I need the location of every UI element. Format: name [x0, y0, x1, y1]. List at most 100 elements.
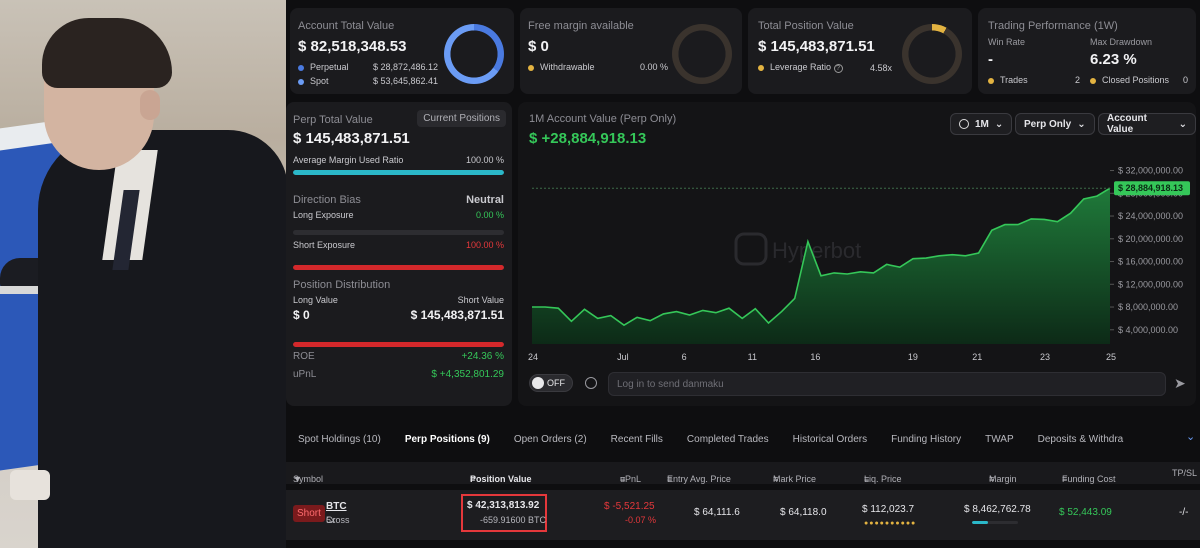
- area-fill: [532, 188, 1110, 344]
- position-value-highlight: [461, 494, 547, 532]
- settings-icon[interactable]: [585, 377, 597, 389]
- watermark-logo-icon: [734, 232, 768, 266]
- bias-label: Direction Bias: [293, 194, 361, 206]
- send-icon[interactable]: ➤: [1174, 375, 1186, 391]
- perp-label: Perpetual: [310, 62, 349, 72]
- distribution-values: $ 0 $ 145,483,871.51: [293, 308, 504, 322]
- tab-open-orders-2[interactable]: Open Orders (2): [513, 433, 587, 445]
- position-size: -659.91600 BTC: [480, 515, 547, 525]
- th-tpsl[interactable]: TP/SL: [1172, 468, 1198, 478]
- danmaku-input[interactable]: Log in to send danmaku: [608, 372, 1166, 396]
- th-liq-label: Liq. Price: [864, 474, 902, 484]
- bias-value: Neutral: [466, 194, 504, 206]
- withdrawable-value: 0.00 %: [639, 62, 668, 72]
- y-tick-label: $ 20,000,000.00: [1118, 234, 1183, 244]
- entry-price-cell: $ 64,111.6: [694, 507, 740, 518]
- tab-twap[interactable]: TWAP: [985, 433, 1014, 445]
- metric-select-value: Account Value: [1107, 113, 1147, 135]
- table-row[interactable]: Short BTC Cross 5x $ 42,313,813.92 -659.…: [286, 490, 1200, 540]
- presenter-photo: [0, 0, 286, 548]
- perp-legend: Perpetual $ 28,872,486.12: [298, 62, 438, 72]
- upnl-row: uPnL $ +4,352,801.29: [293, 369, 504, 380]
- help-icon[interactable]: ?: [833, 64, 843, 73]
- tab-spot-holdings-10[interactable]: Spot Holdings (10): [298, 433, 381, 445]
- perp-value: $ 145,483,871.51: [293, 130, 410, 147]
- danmaku-toggle[interactable]: OFF: [529, 374, 573, 392]
- tab-historical-orders[interactable]: Historical Orders: [792, 433, 868, 445]
- suit: [38, 130, 286, 548]
- leverage-label: 5x: [326, 515, 336, 525]
- metric-select[interactable]: Account Value ⌄: [1098, 113, 1196, 135]
- tab-recent-fills[interactable]: Recent Fills: [610, 433, 663, 445]
- series-line: [532, 187, 1111, 327]
- sort-icon: ≡: [667, 474, 673, 484]
- scope-select-value: Perp Only: [1024, 118, 1072, 130]
- scope-select[interactable]: Perp Only ⌄: [1015, 113, 1095, 135]
- th-funding-label: Funding Cost: [1062, 474, 1116, 484]
- upnl-cell: $ -5,521.25: [604, 501, 655, 512]
- tab-completed-trades[interactable]: Completed Trades: [686, 433, 769, 445]
- closed-dot: [1090, 77, 1096, 84]
- free-margin-value: $ 0: [528, 38, 549, 55]
- margin-ratio-bar: [293, 170, 504, 175]
- x-tick-label: 6: [682, 352, 687, 362]
- free-margin-title: Free margin available: [528, 20, 634, 32]
- clock-icon: [959, 119, 969, 129]
- tpsl-cell[interactable]: -/-: [1179, 507, 1189, 518]
- spot-label: Spot: [310, 76, 329, 86]
- hair: [42, 18, 172, 88]
- closed-row: Closed Positions 0: [1090, 75, 1188, 85]
- margin-ratio-value: 100.00 %: [465, 155, 504, 165]
- withdrawable-dot: [528, 64, 534, 71]
- account-total-card: Account Total Value $ 82,518,348.53 Perp…: [290, 8, 514, 94]
- sort-icon: ≡: [470, 474, 476, 484]
- tabs-more-chevron-icon[interactable]: ⌄: [1186, 431, 1196, 443]
- roe-value: +24.36 %: [461, 351, 504, 362]
- long-exposure-label: Long Exposure: [293, 210, 354, 220]
- period-select[interactable]: 1M ⌄: [950, 113, 1013, 135]
- distribution-labels: Long Value Short Value: [293, 295, 504, 305]
- distribution-label: Position Distribution: [293, 279, 391, 291]
- sort-icon: ≡: [1062, 474, 1068, 484]
- perp-dot: [298, 64, 304, 71]
- short-exposure-fill: [293, 265, 504, 270]
- withdrawable-row: Withdrawable 0.00 %: [528, 62, 668, 72]
- withdrawable-label: Withdrawable: [540, 62, 595, 72]
- x-tick-label: 16: [810, 352, 820, 362]
- tab-perp-positions-9[interactable]: Perp Positions (9): [404, 433, 490, 445]
- th-mark-label: Mark Price: [773, 474, 817, 484]
- hand: [10, 470, 50, 500]
- total-position-value: $ 145,483,871.51: [758, 38, 875, 55]
- long-value-label: Long Value: [293, 295, 338, 305]
- tab-funding-history[interactable]: Funding History: [891, 433, 962, 445]
- y-tick-label: $ 32,000,000.00: [1118, 166, 1183, 176]
- ear: [140, 90, 160, 120]
- th-upnl-label: uPnL: [620, 474, 642, 484]
- current-positions-button[interactable]: Current Positions: [417, 110, 506, 127]
- tab-deposits-withdra[interactable]: Deposits & Withdra: [1037, 433, 1124, 445]
- upnl-value: $ +4,352,801.29: [431, 369, 504, 380]
- position-value: $ 42,313,813.92: [467, 500, 540, 511]
- account-value-chart: Hyperbot$ 32,000,000.00$ 28,000,000.00$ …: [528, 166, 1190, 362]
- free-margin-card: Free margin available $ 0 Withdrawable 0.…: [520, 8, 742, 94]
- margin-ratio-fill: [293, 170, 504, 175]
- position-donut: [902, 24, 962, 84]
- toggle-label: OFF: [547, 378, 565, 388]
- trading-performance-card: Trading Performance (1W) Win Rate - Max …: [978, 8, 1196, 94]
- margin-donut: [672, 24, 732, 84]
- performance-title: Trading Performance (1W): [988, 20, 1118, 32]
- th-symbol-label: Symbol: [293, 474, 324, 484]
- perp-summary-card: Perp Total Value Current Positions $ 145…: [286, 102, 512, 406]
- th-margin-label: Margin: [989, 474, 1017, 484]
- drawdown-value: 6.23 %: [1090, 51, 1137, 68]
- short-exposure-row: Short Exposure 100.00 %: [293, 240, 504, 250]
- leverage-dot: [758, 64, 764, 71]
- short-exposure-value: 100.00 %: [465, 240, 504, 250]
- period-select-value: 1M: [975, 118, 989, 130]
- y-tick-label: $ 24,000,000.00: [1118, 211, 1183, 221]
- symbol-link[interactable]: BTC: [326, 501, 347, 512]
- long-value: $ 0: [293, 308, 310, 322]
- upnl-pct-cell: -0.07 %: [625, 515, 657, 525]
- x-tick-label: 24: [528, 352, 538, 362]
- upnl-label: uPnL: [293, 369, 317, 380]
